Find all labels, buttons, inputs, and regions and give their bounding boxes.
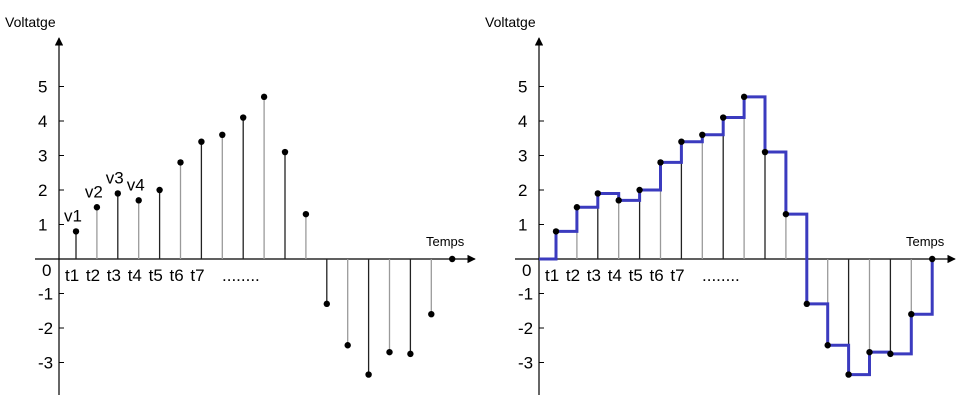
zero-order-hold-line <box>539 95 934 377</box>
time-label: t7 <box>190 266 204 285</box>
y-tick-label: 1 <box>518 216 527 235</box>
sample-point <box>845 371 852 378</box>
sample-point <box>323 300 330 308</box>
sample-point <box>782 210 790 218</box>
time-label: t3 <box>587 266 601 285</box>
held-signal-chart: Voltatge Temps 0 5 4 3 2 1 -1 -2 -3 t1 t2 t3 t4 t5 t… <box>485 14 956 395</box>
sample-point <box>177 159 184 166</box>
sample-point <box>240 114 247 121</box>
sample-point <box>740 93 748 101</box>
sample-point <box>866 348 873 356</box>
time-label: t6 <box>650 266 664 285</box>
sample-point <box>699 131 706 138</box>
sample-point <box>114 190 122 197</box>
sample-point <box>678 138 685 145</box>
y-tick-label: 2 <box>38 181 47 200</box>
time-label: t4 <box>608 266 622 285</box>
time-label: t1 <box>545 266 559 285</box>
x-axis-label: Temps <box>426 234 465 249</box>
time-label: t5 <box>629 266 643 285</box>
y-tick-label: -2 <box>518 319 533 338</box>
sample-point <box>573 204 581 211</box>
sample-point <box>720 114 727 121</box>
y-tick-label: 2 <box>518 181 527 200</box>
time-label: t3 <box>107 266 121 285</box>
y-axis-label: Voltatge <box>5 14 56 30</box>
time-ellipsis: ........ <box>222 266 260 285</box>
sample-point <box>281 148 289 156</box>
sample-point <box>260 93 268 101</box>
sample-point <box>156 186 163 194</box>
origin-label: 0 <box>522 261 531 280</box>
time-label: t5 <box>149 266 163 285</box>
y-tick-label: 4 <box>38 112 47 131</box>
sample-point <box>198 138 205 145</box>
y-tick-label: -2 <box>38 319 53 338</box>
y-tick-label: -1 <box>518 285 533 304</box>
sample-point <box>552 228 560 235</box>
x-axis-label: Temps <box>906 234 945 249</box>
sample-point <box>386 348 393 356</box>
y-tick-label: -1 <box>38 285 53 304</box>
y-tick-label: -3 <box>38 354 53 373</box>
time-label: t6 <box>170 266 184 285</box>
y-tick-label: -3 <box>518 354 533 373</box>
value-label: v2 <box>85 182 103 201</box>
sample-point <box>72 228 80 235</box>
sample-point <box>761 148 769 156</box>
origin-label: 0 <box>42 261 51 280</box>
sample-point <box>636 186 643 194</box>
y-tick-label: 3 <box>518 147 527 166</box>
y-tick-label: 3 <box>38 147 47 166</box>
sample-point <box>594 190 601 197</box>
value-label: v1 <box>64 206 82 225</box>
time-label: t7 <box>670 266 684 285</box>
sample-point <box>803 300 810 308</box>
sample-point <box>93 204 101 211</box>
sample-point <box>428 311 435 318</box>
y-tick-label: 1 <box>38 216 47 235</box>
value-label: v4 <box>127 175 145 194</box>
y-axis-label: Voltatge <box>485 14 536 30</box>
sample-point <box>407 350 414 358</box>
sample-point <box>365 371 372 378</box>
sample-point <box>302 210 310 218</box>
time-ellipsis: ........ <box>702 266 740 285</box>
value-label: v3 <box>106 168 124 187</box>
sample-point <box>449 255 456 263</box>
sampled-signal-chart: Voltatge Temps 0 5 4 3 2 1 -1 -2 -3 t1 t2 t3 t4 t5 t… <box>5 14 476 395</box>
sample-point <box>344 342 351 349</box>
sample-point <box>219 131 226 138</box>
y-tick-label: 4 <box>518 112 527 131</box>
time-label: t2 <box>566 266 580 285</box>
sample-point <box>615 197 622 204</box>
sample-point <box>929 255 936 263</box>
time-label: t4 <box>128 266 142 285</box>
sample-point <box>908 311 915 318</box>
sample-point <box>657 159 664 166</box>
time-label: t1 <box>65 266 79 285</box>
sample-point <box>887 350 894 358</box>
y-tick-label: 5 <box>518 78 527 97</box>
sample-point <box>135 197 142 204</box>
sample-point <box>824 342 831 349</box>
y-tick-label: 5 <box>38 78 47 97</box>
time-label: t2 <box>86 266 100 285</box>
